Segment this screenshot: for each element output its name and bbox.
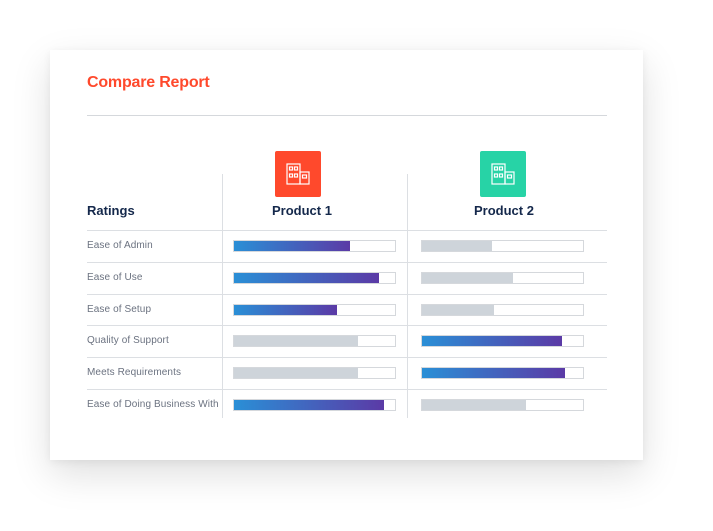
column-divider-1 xyxy=(222,174,223,418)
compare-report-card: Compare Report xyxy=(50,50,643,460)
rating-bar-fill xyxy=(422,400,526,410)
rating-bar-fill xyxy=(234,304,337,315)
page-title: Compare Report xyxy=(87,74,210,91)
rating-bar-fill xyxy=(422,272,513,283)
product-2-rating-bar xyxy=(421,303,584,316)
row-divider xyxy=(87,325,607,327)
row-divider xyxy=(87,261,607,263)
rating-label: Ease of Admin xyxy=(87,240,153,251)
product-2-header: Product 2 xyxy=(474,203,534,218)
product-2-rating-bar xyxy=(421,271,584,284)
rating-label: Quality of Support xyxy=(87,335,169,347)
product-1-rating-bar xyxy=(233,367,396,380)
rating-bar-fill xyxy=(422,336,562,347)
rating-bar-fill xyxy=(234,241,350,251)
product-1-rating-bar xyxy=(233,303,396,316)
title-divider xyxy=(87,115,607,116)
product-2-rating-bar xyxy=(421,335,584,348)
rating-label: Ease of Doing Business With xyxy=(87,399,219,410)
rating-bar-fill xyxy=(422,241,492,251)
rating-bar-fill xyxy=(234,272,379,283)
rating-bar-fill xyxy=(422,368,565,379)
rating-bar-fill xyxy=(234,336,358,347)
product-2-rating-bar xyxy=(421,240,584,252)
product-1-rating-bar xyxy=(233,335,396,348)
product-1-header: Product 1 xyxy=(272,203,332,218)
row-divider xyxy=(87,230,607,231)
column-divider-2 xyxy=(407,174,408,418)
product-1-logo xyxy=(275,151,321,197)
product-1-rating-bar xyxy=(233,240,396,252)
product-2-rating-bar xyxy=(421,367,584,380)
row-divider xyxy=(87,389,607,390)
product-1-rating-bar xyxy=(233,271,396,284)
row-divider xyxy=(87,357,607,359)
rating-bar-fill xyxy=(422,304,494,315)
row-divider xyxy=(87,293,607,295)
rating-label: Meets Requirements xyxy=(87,367,182,379)
product-2-logo xyxy=(480,151,526,197)
rating-label: Ease of Use xyxy=(87,271,143,283)
rating-bar-fill xyxy=(234,400,384,410)
rating-bar-fill xyxy=(234,368,358,379)
product-1-rating-bar xyxy=(233,399,396,411)
product-2-rating-bar xyxy=(421,399,584,411)
building-icon xyxy=(491,163,515,185)
rating-label: Ease of Setup xyxy=(87,303,152,315)
ratings-header: Ratings xyxy=(87,203,135,218)
building-icon xyxy=(286,163,310,185)
